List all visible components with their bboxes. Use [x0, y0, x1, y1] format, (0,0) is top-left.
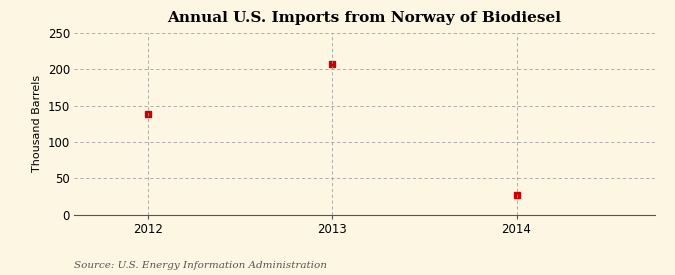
- Text: Source: U.S. Energy Information Administration: Source: U.S. Energy Information Administ…: [74, 260, 327, 270]
- Y-axis label: Thousand Barrels: Thousand Barrels: [32, 75, 43, 172]
- Title: Annual U.S. Imports from Norway of Biodiesel: Annual U.S. Imports from Norway of Biodi…: [167, 11, 562, 25]
